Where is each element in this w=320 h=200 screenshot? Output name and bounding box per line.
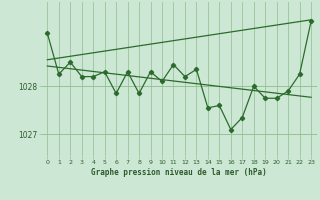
X-axis label: Graphe pression niveau de la mer (hPa): Graphe pression niveau de la mer (hPa) [91,168,267,177]
